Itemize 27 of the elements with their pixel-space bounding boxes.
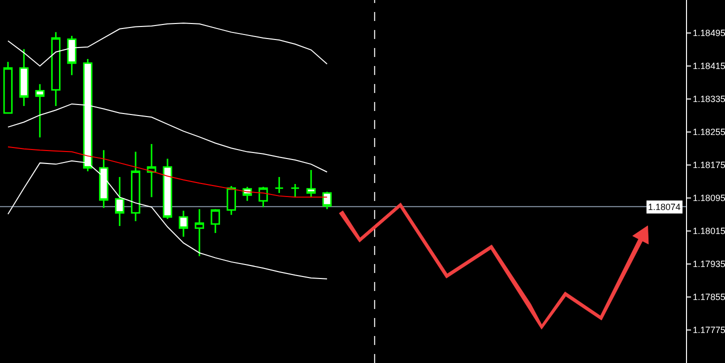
y-tick-label: 1.18175: [692, 160, 725, 170]
candlestick: [3, 61, 13, 114]
y-tick-label: 1.18015: [692, 226, 725, 236]
y-tick-label: 1.18495: [692, 28, 725, 38]
candlestick: [162, 158, 172, 220]
y-tick-label: 1.18415: [692, 61, 725, 72]
line-series: [7, 146, 328, 198]
candlestick: [306, 169, 316, 198]
candlestick: [194, 208, 204, 257]
y-tick-label: 1.17775: [692, 325, 725, 336]
y-tick-label: 1.17855: [692, 292, 725, 302]
candlestick: [146, 143, 156, 198]
y-tick-label: 1.18095: [692, 193, 725, 204]
candlestick: [130, 151, 140, 222]
candlestick: [51, 31, 60, 107]
candlestick: [210, 208, 220, 234]
candlestick: [178, 210, 188, 238]
candlestick: [258, 186, 268, 208]
ref-line-label: 1.18074: [648, 202, 681, 212]
candlestick: [274, 176, 284, 194]
candlestick: [322, 191, 332, 210]
y-tick-label: 1.18335: [692, 94, 725, 104]
candlestick: [114, 176, 124, 227]
candlestick: [290, 183, 300, 198]
y-tick-label: 1.17935: [692, 259, 725, 270]
y-tick-label: 1.18255: [692, 127, 725, 138]
candlestick: [226, 185, 236, 216]
